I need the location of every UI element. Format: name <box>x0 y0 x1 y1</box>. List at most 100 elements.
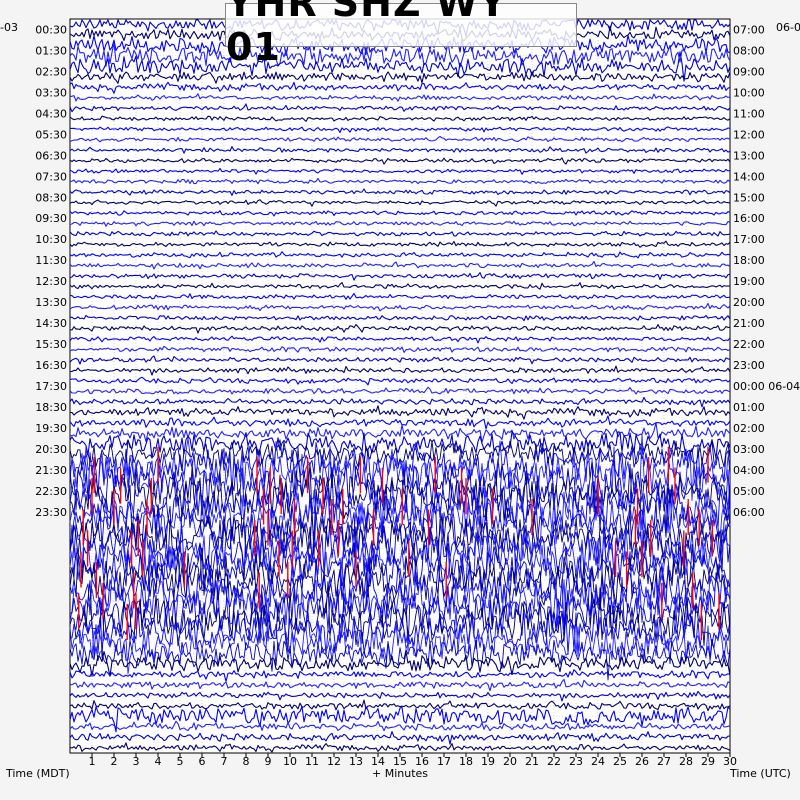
trace-row <box>69 42 731 68</box>
clipped-signal-markers <box>78 446 720 640</box>
trace-row <box>69 463 731 540</box>
left-tick-label: 16:30 <box>35 359 67 372</box>
left-tick-label: 00:30 <box>35 23 67 36</box>
x-tick-label: 26 <box>635 755 649 768</box>
x-tick-label: 30 <box>723 755 737 768</box>
x-tick-label: 24 <box>591 755 605 768</box>
trace-row <box>69 167 731 175</box>
right-tick-label: 13:00 <box>733 149 765 162</box>
trace-row <box>69 146 731 154</box>
left-axis-ticks: 00:30 01:30 02:30 03:30 04:30 05:30 06:30 07:30… <box>35 23 67 518</box>
left-tick-label: 07:30 <box>35 170 67 183</box>
trace-row <box>69 557 731 630</box>
trace-row <box>69 540 731 593</box>
x-tick-label: 6 <box>199 755 206 768</box>
left-tick-label: 20:30 <box>35 443 67 456</box>
x-tick-label: 10 <box>283 755 297 768</box>
x-tick-label: 3 <box>133 755 140 768</box>
left-tick-label: 13:30 <box>35 296 67 309</box>
trace-row <box>69 396 731 408</box>
trace-row <box>69 705 731 733</box>
left-tick-label: 21:30 <box>35 464 67 477</box>
x-tick-label: 15 <box>393 755 407 768</box>
left-tick-label: 02:30 <box>35 65 67 78</box>
date-right: 06-03 <box>776 21 800 34</box>
trace-row <box>69 272 731 281</box>
left-tick-label: 17:30 <box>35 380 67 393</box>
trace-row <box>70 126 731 134</box>
trace-row <box>69 292 731 300</box>
trace-row <box>69 188 731 196</box>
trace-row <box>69 355 731 365</box>
trace-row <box>69 260 731 270</box>
x-tick-label: 7 <box>221 755 228 768</box>
trace-row <box>69 558 731 631</box>
trace-row <box>69 365 731 376</box>
x-tick-label: 22 <box>547 755 561 768</box>
trace-row <box>69 93 731 102</box>
x-tick-label: 25 <box>613 755 627 768</box>
trace-row <box>69 469 731 548</box>
left-tick-label: 01:30 <box>35 44 67 57</box>
trace-row <box>69 157 731 165</box>
right-tick-label: 06:00 <box>733 506 765 519</box>
right-tick-label: 05:00 <box>733 485 765 498</box>
left-tick-label: 05:30 <box>35 128 67 141</box>
x-tick-label: 16 <box>415 755 429 768</box>
right-tick-label: 03:00 <box>733 443 765 456</box>
chart-title: YHR SHZ WY 01 <box>225 0 577 69</box>
right-tick-label: 01:00 <box>733 401 765 414</box>
trace-row <box>69 210 731 217</box>
right-tick-label: 09:00 <box>733 65 765 78</box>
right-tick-label: 00:00 06-04 <box>733 380 800 393</box>
left-tick-label: 08:30 <box>35 191 67 204</box>
trace-row <box>70 405 731 420</box>
right-tick-label: 08:00 <box>733 44 765 57</box>
left-tick-label: 15:30 <box>35 338 67 351</box>
x-tick-label: 19 <box>481 755 495 768</box>
trace-row <box>69 199 731 207</box>
trace-row <box>69 71 731 84</box>
trace-row <box>69 135 731 143</box>
right-tick-label: 21:00 <box>733 317 765 330</box>
trace-row <box>69 598 731 665</box>
left-tick-label: 09:30 <box>35 212 67 225</box>
x-tick-label: 27 <box>657 755 671 768</box>
right-tick-label: 12:00 <box>733 128 765 141</box>
right-tick-label: 22:00 <box>733 338 765 351</box>
right-axis-ticks: 07:00 08:00 09:00 10:00 11:00 12:00 13:00 14:00… <box>733 23 800 518</box>
trace-row <box>69 335 731 344</box>
trace-row <box>69 415 731 430</box>
left-tick-label: 12:30 <box>35 275 67 288</box>
trace-row <box>69 490 731 559</box>
trace-row <box>69 240 731 248</box>
x-tick-label: 28 <box>679 755 693 768</box>
right-tick-label: 18:00 <box>733 254 765 267</box>
left-tick-label: 22:30 <box>35 485 67 498</box>
right-tick-label: 02:00 <box>733 422 765 435</box>
x-axis-label: + Minutes <box>372 767 428 780</box>
x-tick-label: 13 <box>349 755 363 768</box>
x-tick-label: 9 <box>265 755 272 768</box>
right-tick-label: 07:00 <box>733 23 765 36</box>
right-tick-label: 04:00 <box>733 464 765 477</box>
left-tick-label: 18:30 <box>35 401 67 414</box>
x-axis-ticks: 1 2 3 4 5 6 7 8 9 10 11 12 13 14 15 16 17 18 19 20 21 22 23 24 2… <box>89 753 737 768</box>
right-tick-label: 16:00 <box>733 212 765 225</box>
trace-row <box>69 177 731 185</box>
trace-row <box>69 447 731 523</box>
left-tick-label: 19:30 <box>35 422 67 435</box>
left-axis-label: Time (MDT) <box>5 767 70 780</box>
trace-row <box>69 81 731 94</box>
right-tick-label: 10:00 <box>733 86 765 99</box>
right-tick-label: 20:00 <box>733 296 765 309</box>
x-tick-label: 20 <box>503 755 517 768</box>
right-tick-label: 19:00 <box>733 275 765 288</box>
x-tick-label: 1 <box>89 755 96 768</box>
trace-row <box>69 690 731 702</box>
trace-row <box>69 669 731 682</box>
left-tick-label: 11:30 <box>35 254 67 267</box>
trace-row <box>69 699 731 712</box>
trace-row <box>69 525 731 587</box>
